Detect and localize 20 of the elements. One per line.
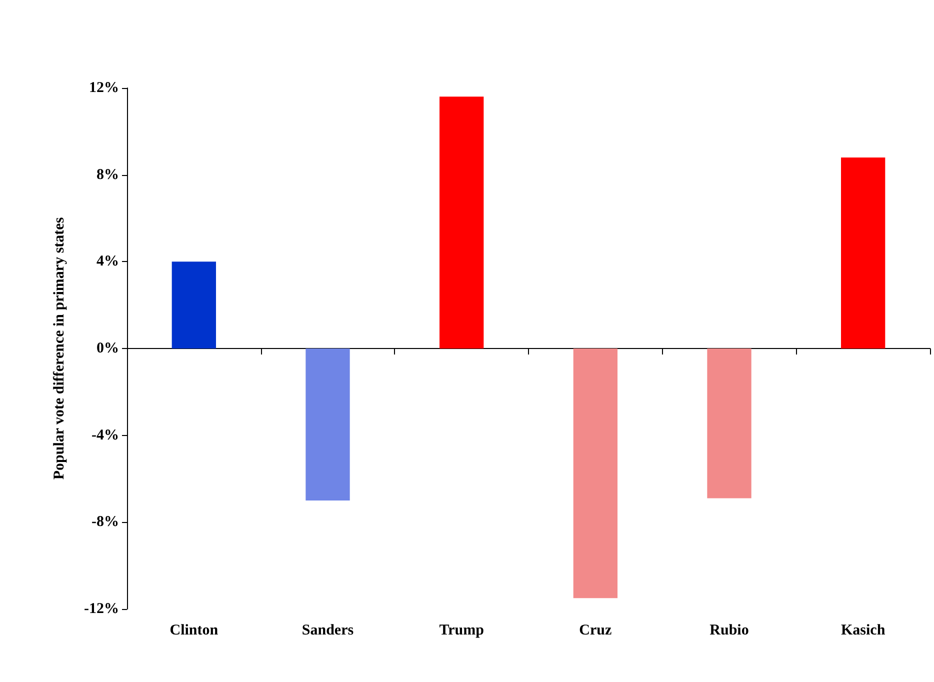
- bar: [573, 348, 618, 598]
- y-tick-label: -4%: [92, 427, 119, 444]
- y-axis-title: Popular vote difference in primary states: [52, 217, 68, 480]
- x-tick-label: Cruz: [579, 622, 612, 638]
- y-tick-label: -12%: [84, 601, 119, 617]
- y-tick-label: 8%: [96, 166, 119, 183]
- x-tick-label: Clinton: [170, 622, 219, 638]
- bar: [440, 96, 484, 348]
- bar: [707, 348, 752, 498]
- bar: [306, 348, 350, 500]
- x-tick-label: Trump: [439, 622, 484, 638]
- bar: [841, 157, 886, 348]
- y-tick-label: 0%: [96, 340, 119, 356]
- bar: [172, 262, 216, 348]
- y-tick-label: 12%: [89, 80, 119, 96]
- y-tick-label: -8%: [92, 514, 119, 530]
- y-tick-label: 4%: [96, 254, 119, 270]
- x-tick-label: Sanders: [302, 622, 354, 638]
- x-tick-label: Rubio: [710, 622, 749, 638]
- x-tick-label: Kasich: [840, 622, 886, 638]
